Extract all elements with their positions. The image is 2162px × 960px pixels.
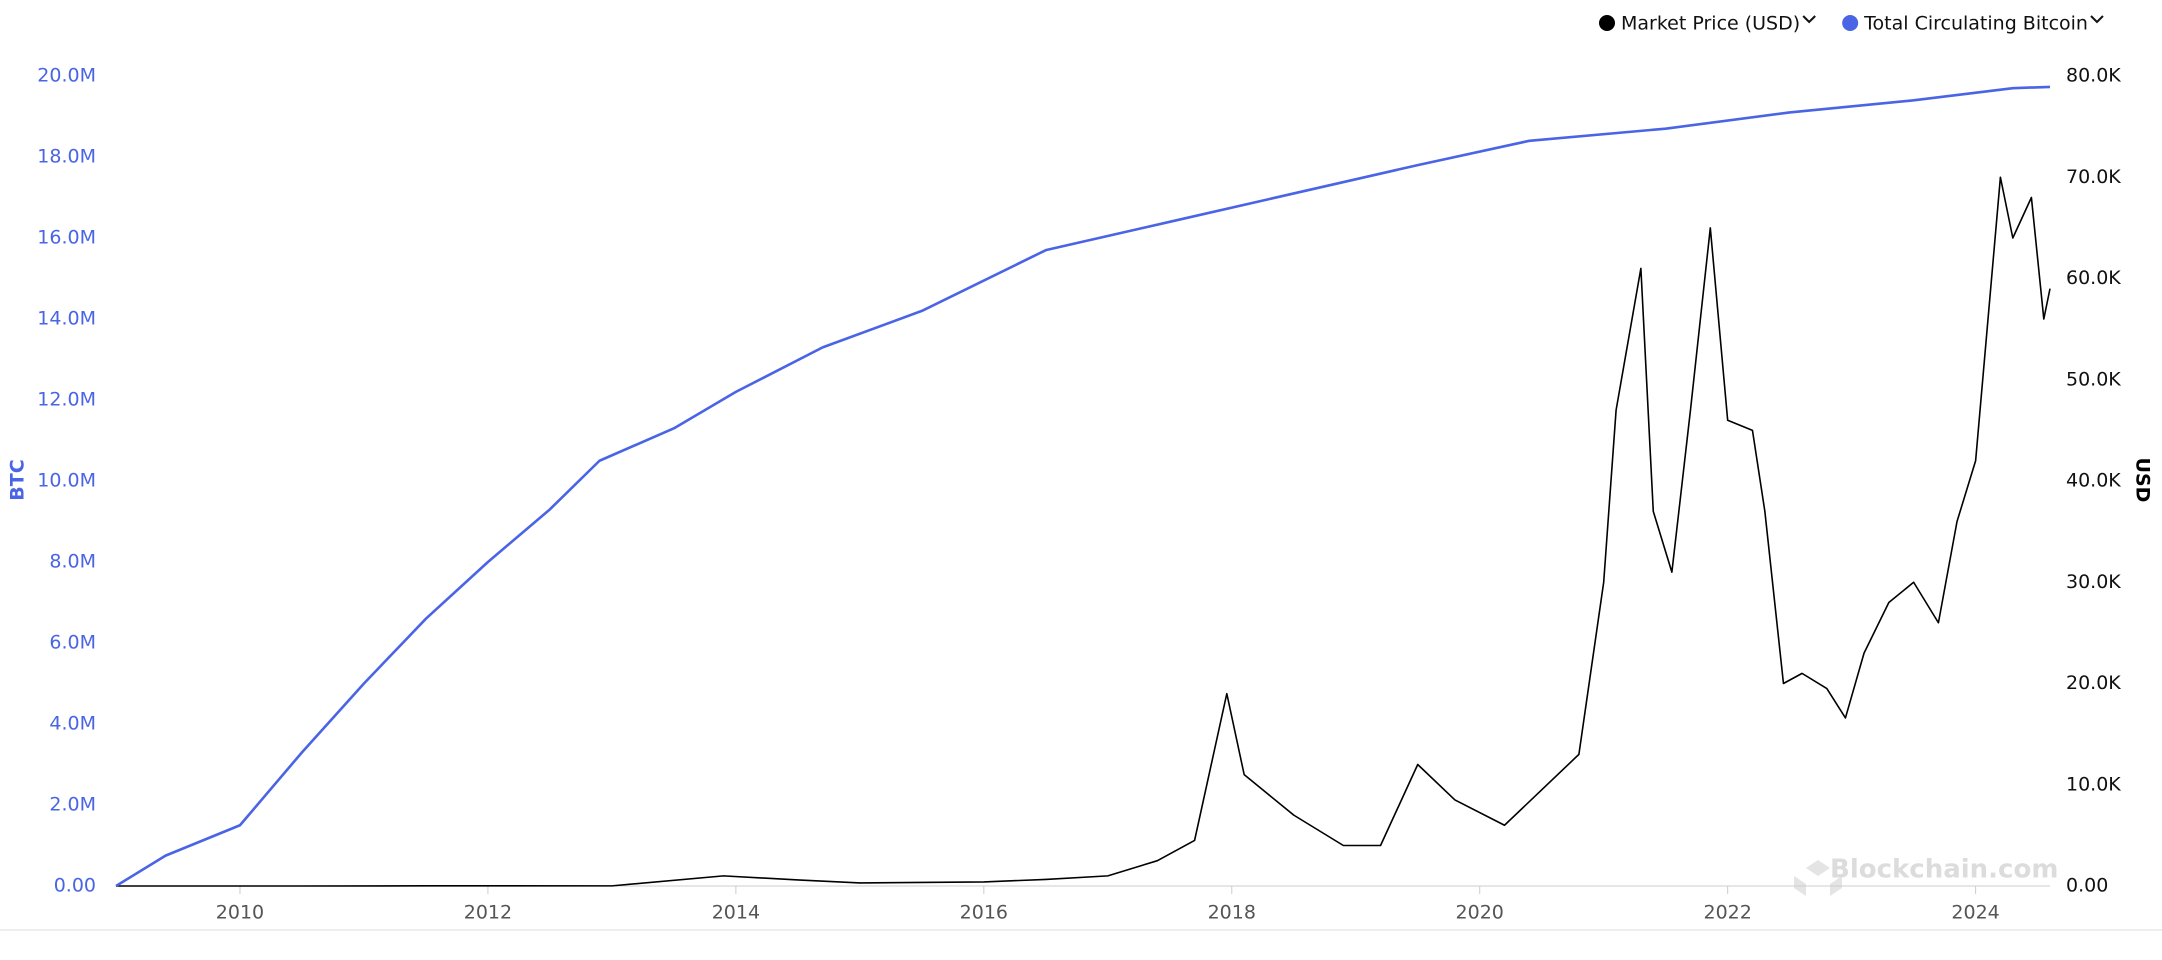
legend-swatch bbox=[1599, 15, 1615, 31]
y-tick-label: 2.0M bbox=[49, 794, 96, 816]
series-line bbox=[115, 85, 2051, 888]
x-tick-label: 2010 bbox=[216, 902, 264, 924]
watermark: Blockchain.com bbox=[1794, 855, 2058, 896]
legend-chevron bbox=[1802, 15, 1816, 24]
y2-axis-title: USD bbox=[2132, 458, 2154, 503]
y-tick-label: 20.0M bbox=[37, 65, 96, 87]
y-tick-label: 16.0M bbox=[37, 227, 96, 249]
y-tick-label: 14.0M bbox=[37, 308, 96, 330]
y-tick-label: 4.0M bbox=[49, 713, 96, 735]
legend-swatch bbox=[1842, 15, 1859, 31]
y-tick-label: 18.0M bbox=[37, 146, 96, 168]
y-tick-label: 12.0M bbox=[37, 389, 96, 411]
y-tick-label: 6.0M bbox=[49, 632, 96, 654]
x-tick-label: 2022 bbox=[1703, 902, 1751, 924]
watermark-text: Blockchain.com bbox=[1830, 855, 2058, 885]
x-tick-label: 2014 bbox=[712, 902, 760, 924]
y2-tick-label: 40.0K bbox=[2066, 470, 2121, 492]
x-tick-label: 2020 bbox=[1456, 902, 1504, 924]
legend-label: Total Circulating Bitcoin bbox=[1863, 13, 2088, 35]
y2-tick-label: 30.0K bbox=[2066, 571, 2121, 593]
y2-tick-label: 20.0K bbox=[2066, 672, 2121, 694]
x-tick-label: 2018 bbox=[1208, 902, 1256, 924]
y2-tick-label: 0.00 bbox=[2066, 875, 2108, 897]
y2-tick-label: 50.0K bbox=[2066, 368, 2121, 390]
y2-tick-label: 70.0K bbox=[2066, 166, 2121, 188]
x-tick-label: 2012 bbox=[464, 902, 512, 924]
y-tick-label: 0.00 bbox=[54, 875, 96, 897]
legend-label: Market Price (USD) bbox=[1621, 13, 1800, 35]
y2-tick-label: 60.0K bbox=[2066, 267, 2121, 289]
y-tick-label: 8.0M bbox=[49, 551, 96, 573]
x-tick-label: 2016 bbox=[960, 902, 1008, 924]
watermark-logo bbox=[1794, 860, 1842, 896]
legend-item[interactable]: Total Circulating Bitcoin bbox=[1842, 13, 2104, 35]
y2-tick-label: 10.0K bbox=[2066, 773, 2121, 795]
legend-chevron bbox=[2090, 15, 2104, 24]
series-line bbox=[116, 176, 2051, 887]
y-axis-title: BTC bbox=[7, 459, 29, 500]
x-tick-label: 2024 bbox=[1951, 902, 1999, 924]
y-tick-label: 10.0M bbox=[37, 470, 96, 492]
legend-item[interactable]: Market Price (USD) bbox=[1599, 13, 1816, 35]
y2-tick-label: 80.0K bbox=[2066, 65, 2121, 87]
